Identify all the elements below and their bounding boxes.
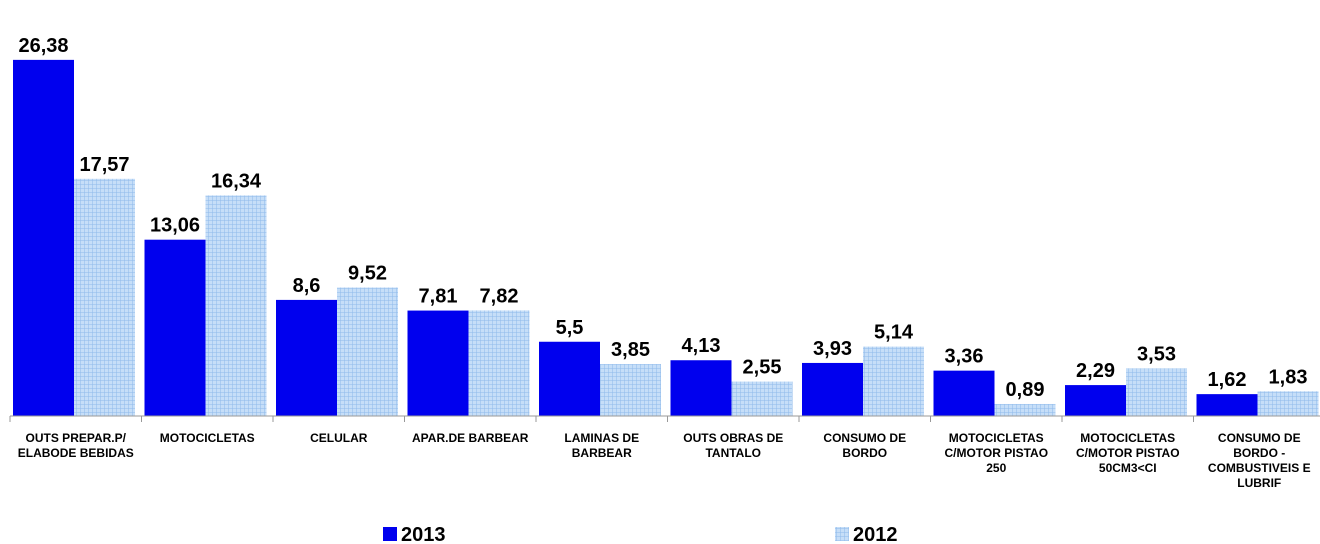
data-label: 2,55 xyxy=(743,357,782,379)
data-label: 5,14 xyxy=(874,322,914,344)
bar xyxy=(276,299,337,416)
bar xyxy=(1126,368,1187,416)
data-label: 16,34 xyxy=(211,170,262,192)
data-label: 3,53 xyxy=(1137,343,1176,365)
bar xyxy=(1065,385,1126,416)
bar xyxy=(13,59,74,417)
data-label: 0,89 xyxy=(1006,379,1045,401)
data-label: 7,81 xyxy=(419,286,458,308)
data-label: 8,6 xyxy=(293,275,321,297)
x-tick-label: MOTOCICLETAS C/MOTOR PISTAO 250 xyxy=(944,431,1049,475)
bar xyxy=(205,195,267,416)
bar xyxy=(802,362,863,416)
x-tick-label: LAMINAS DE BARBEAR xyxy=(564,431,640,460)
x-tick-label: MOTOCICLETAS C/MOTOR PISTAO 50CM3<CI xyxy=(1075,431,1180,475)
bar xyxy=(407,310,469,416)
bar xyxy=(670,360,732,416)
bar xyxy=(539,341,600,416)
x-tick-label: CELULAR xyxy=(310,431,368,445)
data-label: 13,06 xyxy=(150,215,200,237)
bar xyxy=(731,381,793,416)
bar xyxy=(994,403,1056,416)
bar xyxy=(74,178,135,416)
legend-label: 2012 xyxy=(853,524,898,544)
x-tick-label: CONSUMO DE BORDO - COMBUSTIVEIS E LUBRIF xyxy=(1207,431,1311,490)
data-label: 3,36 xyxy=(945,346,984,368)
bar xyxy=(863,346,924,416)
bar xyxy=(933,370,995,416)
data-label: 26,38 xyxy=(18,35,68,57)
bar xyxy=(144,239,206,416)
x-tick-label: CONSUMO DE BORDO xyxy=(823,431,907,460)
legend-swatch xyxy=(835,527,849,541)
data-label: 4,13 xyxy=(682,335,721,357)
data-label: 17,57 xyxy=(79,154,129,176)
data-label: 3,93 xyxy=(813,338,852,360)
data-label: 9,52 xyxy=(348,262,387,284)
data-label: 2,29 xyxy=(1076,360,1115,382)
data-label: 5,5 xyxy=(556,317,584,339)
data-label: 7,82 xyxy=(480,285,519,307)
bar xyxy=(468,310,530,416)
legend-label: 2013 xyxy=(401,524,446,544)
bar xyxy=(1257,391,1319,416)
x-tick-label: OUTS PREPAR.P/ ELABODE BEBIDAS xyxy=(17,431,134,460)
data-label: 1,62 xyxy=(1208,369,1247,391)
bar xyxy=(1196,394,1258,416)
x-tick-label: OUTS OBRAS DE TANTALO xyxy=(683,431,784,460)
legend-swatch xyxy=(383,527,397,541)
bar xyxy=(600,364,661,416)
x-tick-label: APAR.DE BARBEAR xyxy=(412,431,529,445)
x-tick-label: MOTOCICLETAS xyxy=(159,431,255,445)
data-label: 1,83 xyxy=(1269,366,1308,388)
bar xyxy=(337,287,398,416)
data-label: 3,85 xyxy=(611,339,650,361)
